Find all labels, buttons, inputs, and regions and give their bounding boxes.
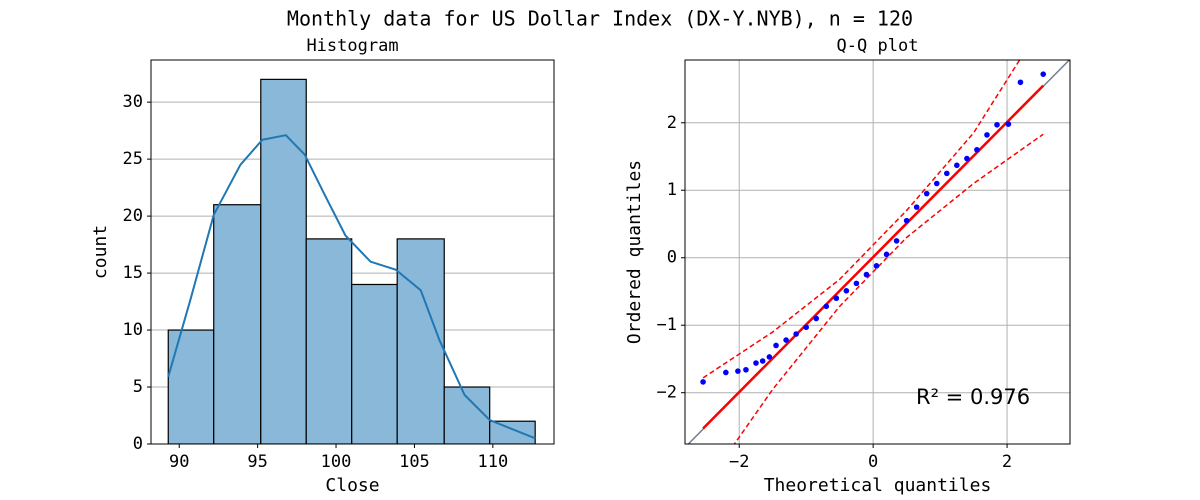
x-tick-label: −2 [729,452,749,472]
point [863,271,870,278]
y-tick-label: 0 [133,434,143,454]
point [759,358,766,364]
point [994,121,1000,128]
y-tick-label: 5 [133,377,143,397]
bar [167,329,215,444]
point [793,331,799,337]
point [964,155,970,162]
y-tick-label: −1 [657,315,677,335]
y-axis-label: count [90,225,111,279]
subplot-title: Histogram [306,36,398,56]
point [1040,71,1047,77]
point [923,190,930,197]
y-tick-label: 15 [123,263,143,283]
axes-frame [684,59,1071,445]
y-tick-label: 0 [667,248,677,268]
point [883,251,890,258]
x-axis-label: Close [325,475,379,496]
kde-line [167,134,536,440]
x-tick-label: 110 [477,452,508,472]
point [1005,121,1012,127]
bar [305,238,353,444]
y-axis-label: Ordered quantiles [624,160,645,344]
y-tick-label: 25 [123,149,143,169]
point [766,354,773,360]
point [735,368,741,374]
fit-line [702,84,1045,430]
x-tick-label: 2 [1002,452,1012,472]
point [944,170,950,177]
bar [489,420,536,444]
y-tick-label: 20 [123,206,143,226]
point [783,337,789,343]
point [954,162,960,169]
point [853,280,860,287]
point [903,217,910,224]
subplot-title: Q-Q plot [837,36,919,56]
y-tick-label: 30 [123,92,143,112]
plot-area [685,60,1070,444]
confidence-band [702,60,1021,379]
y-tick-label: 1 [667,180,677,200]
bar [396,238,445,444]
point [913,204,920,210]
y-tick-label: 10 [123,320,143,340]
x-tick-label: 105 [399,452,430,472]
point [723,369,729,376]
x-tick-label: 95 [247,452,267,472]
point [803,324,809,331]
point [773,342,779,349]
bar [443,386,491,444]
point [700,379,706,385]
point [833,295,840,302]
point [933,180,940,187]
x-tick-label: 0 [868,452,878,472]
point [984,132,990,138]
point [843,288,850,294]
y-tick-label: −2 [657,383,677,403]
bar [351,283,398,444]
x-tick-label: 100 [321,452,352,472]
confidence-band [733,133,1044,444]
annotation: R² = 0.976 [916,385,1030,409]
y-tick-label: 2 [667,113,677,133]
plot-area [151,78,554,444]
point [823,303,830,310]
axes-frame [150,59,555,445]
x-axis-label: Theoretical quantiles [764,475,992,496]
bar [213,204,262,444]
point [1017,79,1024,86]
point [753,360,759,366]
x-tick-label: 90 [169,452,189,472]
bar [260,78,307,444]
point [974,146,980,153]
point [813,315,820,322]
point [873,263,880,269]
point [743,366,749,373]
point [893,238,900,244]
figure-title: Monthly data for US Dollar Index (DX-Y.N… [287,7,913,31]
